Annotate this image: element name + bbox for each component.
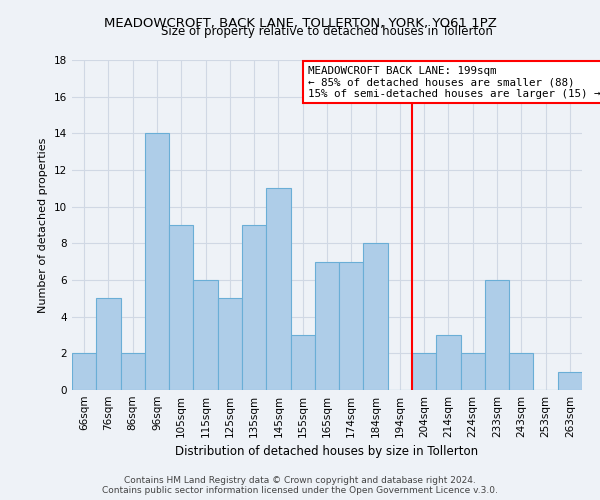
Bar (72, 354, 96, 390)
Text: MEADOWCROFT BACK LANE: 199sqm
← 85% of detached houses are smaller (88)
15% of s: MEADOWCROFT BACK LANE: 199sqm ← 85% of d… (308, 66, 600, 98)
Bar (485, 280, 509, 390)
Bar (121, 354, 145, 390)
Bar (266, 188, 290, 390)
Bar (461, 354, 485, 390)
Bar (169, 225, 193, 390)
Bar (412, 354, 436, 390)
Bar (315, 262, 339, 390)
Title: Size of property relative to detached houses in Tollerton: Size of property relative to detached ho… (161, 25, 493, 38)
Y-axis label: Number of detached properties: Number of detached properties (38, 138, 49, 312)
Bar (558, 372, 582, 390)
Bar (193, 280, 218, 390)
Bar (436, 335, 461, 390)
Bar (509, 354, 533, 390)
Bar (290, 335, 315, 390)
Bar (96, 298, 121, 390)
Text: MEADOWCROFT, BACK LANE, TOLLERTON, YORK, YO61 1PZ: MEADOWCROFT, BACK LANE, TOLLERTON, YORK,… (104, 18, 496, 30)
Bar (145, 134, 169, 390)
Bar (339, 262, 364, 390)
Bar (218, 298, 242, 390)
Bar (242, 225, 266, 390)
Text: Contains HM Land Registry data © Crown copyright and database right 2024.
Contai: Contains HM Land Registry data © Crown c… (102, 476, 498, 495)
X-axis label: Distribution of detached houses by size in Tollerton: Distribution of detached houses by size … (175, 446, 479, 458)
Bar (364, 244, 388, 390)
